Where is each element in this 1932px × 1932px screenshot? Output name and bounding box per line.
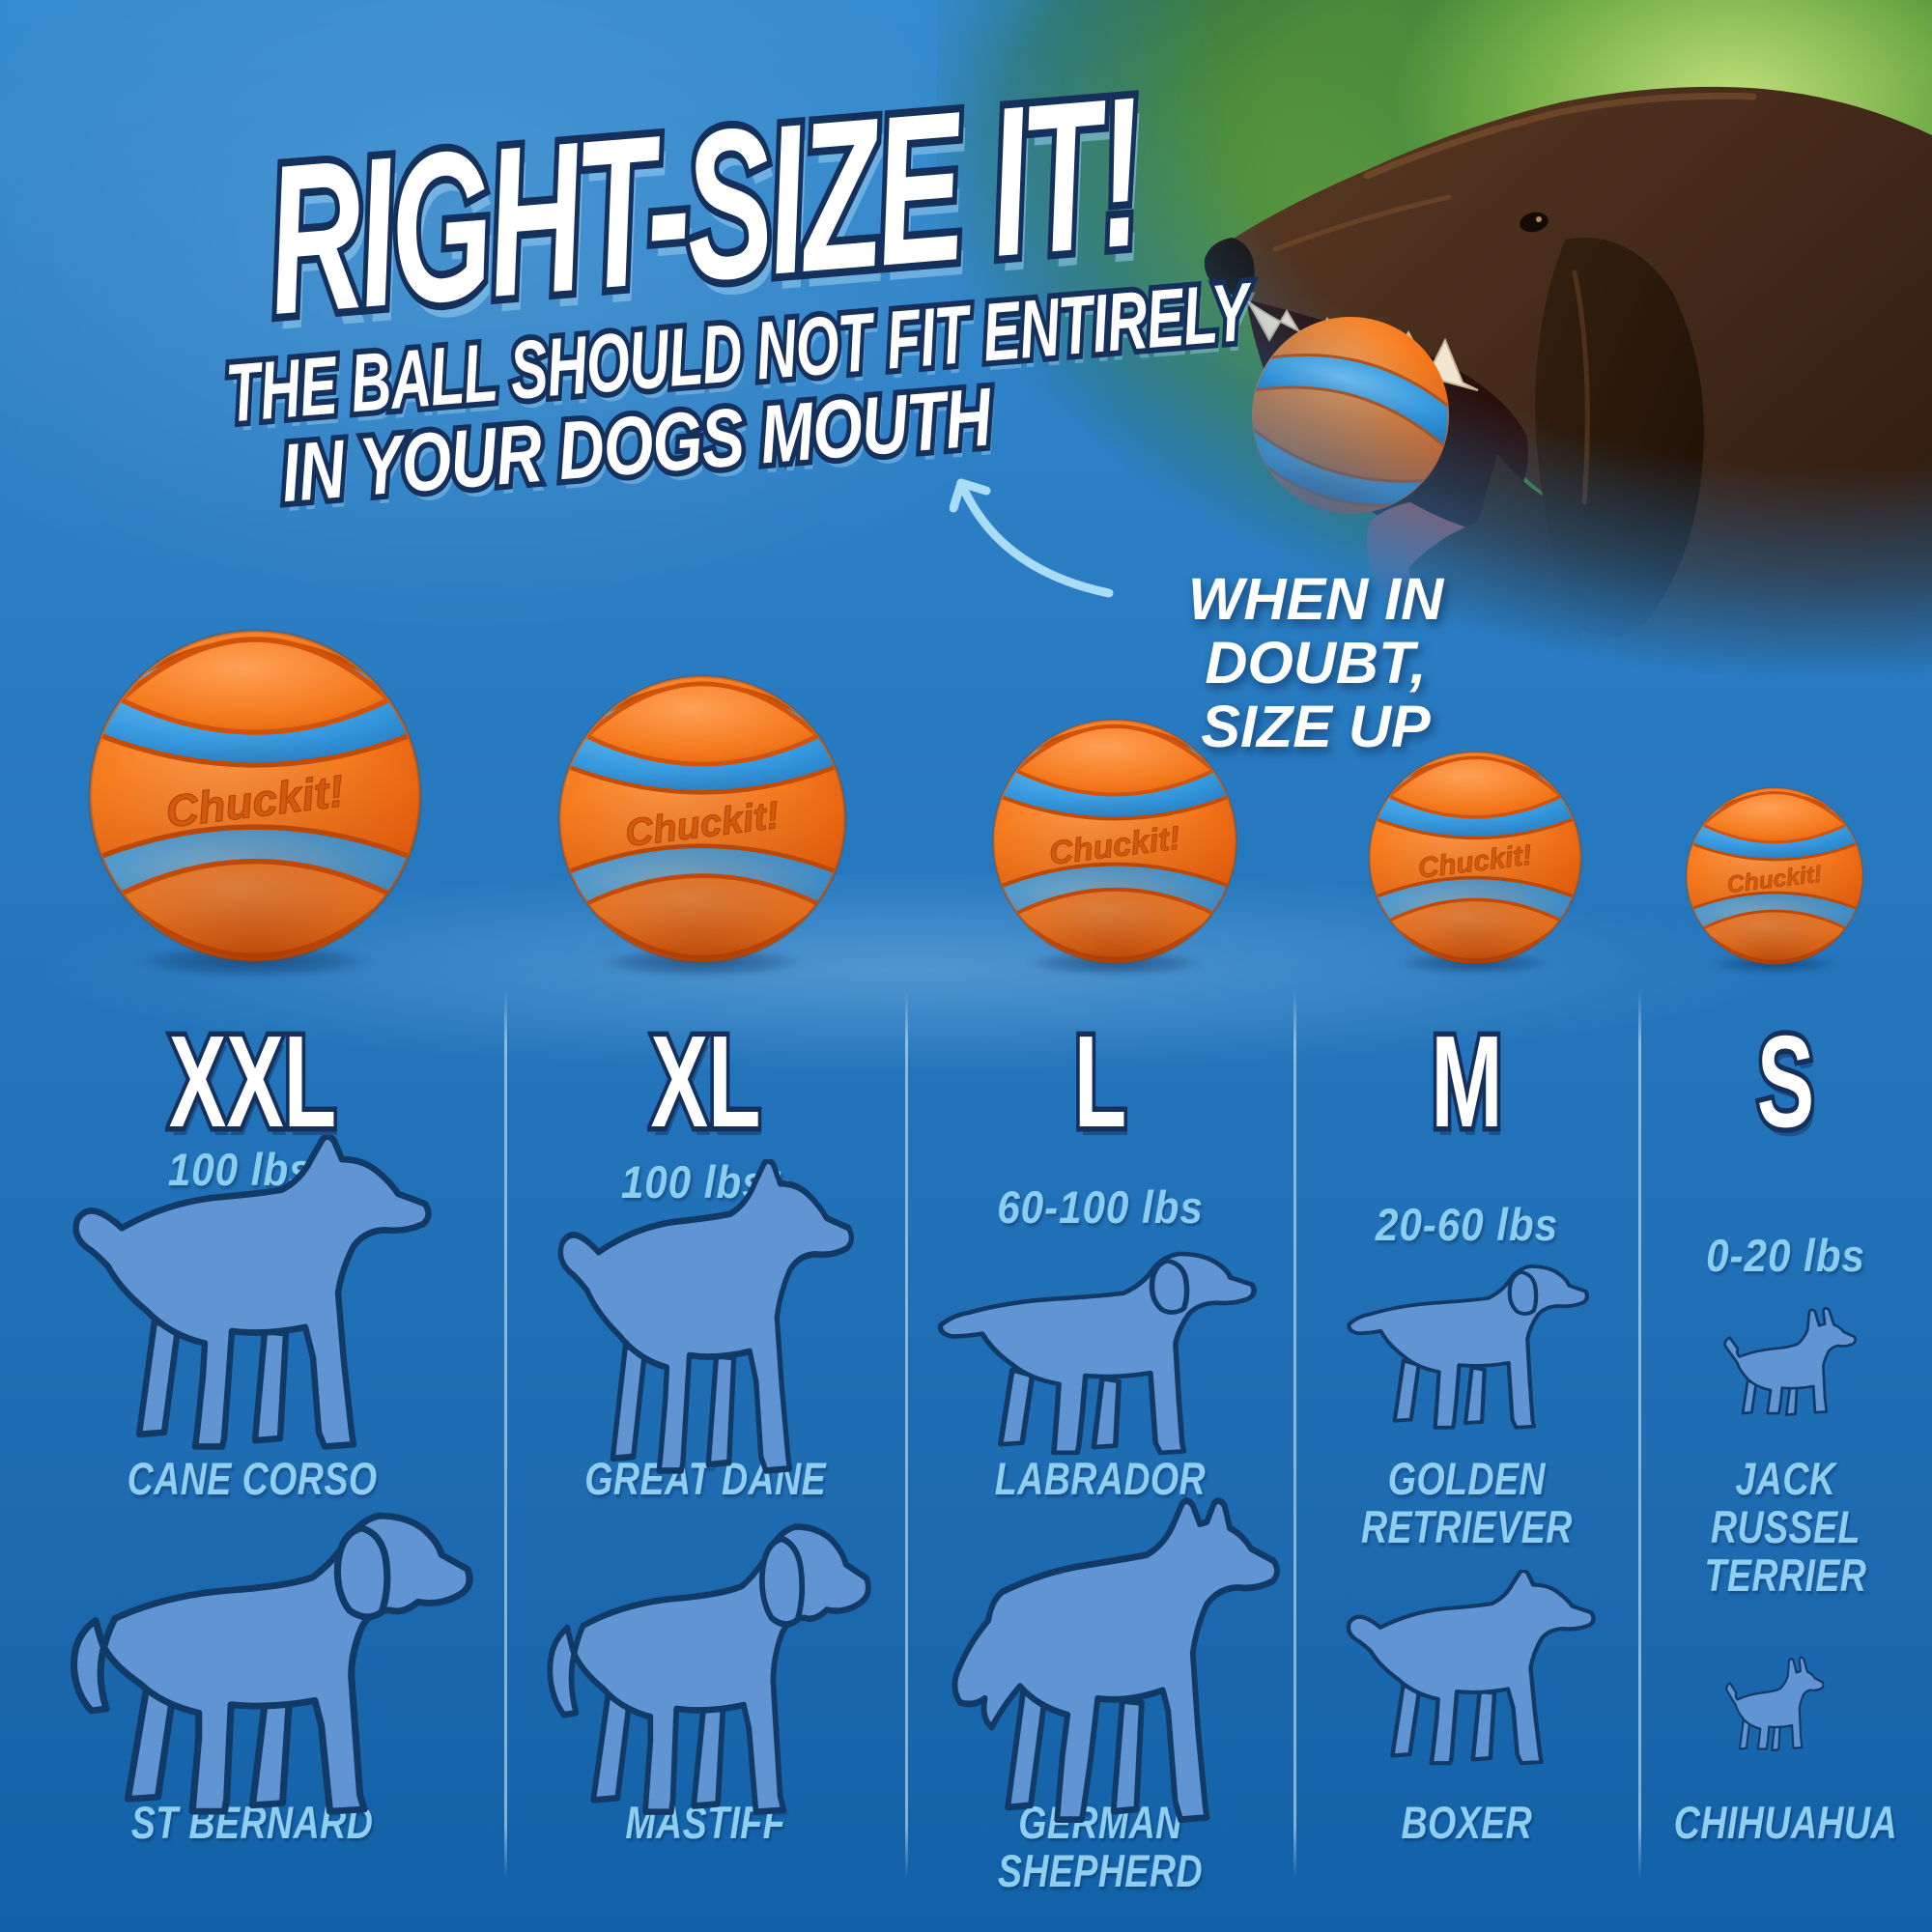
weight-range-m: 20-60 lbs bbox=[1375, 1199, 1559, 1250]
great-dane-silhouette bbox=[546, 1159, 865, 1483]
german-shepherd-silhouette bbox=[939, 1497, 1292, 1826]
callout-line1: WHEN IN DOUBT, bbox=[1187, 566, 1444, 696]
size-label-xxl: XXL XXL bbox=[165, 1009, 340, 1154]
breed-label-cane-corso: CANE CORSO bbox=[128, 1453, 378, 1504]
chuckit-ball-s: Chuckit! bbox=[1683, 784, 1866, 968]
callout-line2: SIZE UP bbox=[1201, 693, 1431, 759]
weight-range-s: 0-20 lbs bbox=[1706, 1230, 1865, 1281]
breed-label-boxer: BOXER bbox=[1401, 1797, 1533, 1848]
ball-in-mouth bbox=[1240, 317, 1460, 514]
column-divider bbox=[1293, 990, 1296, 1879]
size-column-m: M M 20-60 lbs GOLDEN RETRIEVER BOXER bbox=[1294, 0, 1639, 1932]
mastiff-silhouette bbox=[529, 1509, 875, 1826]
dog-photo bbox=[937, 0, 1932, 705]
jack-russel-terrier-silhouette bbox=[1705, 1304, 1869, 1432]
column-divider bbox=[1638, 990, 1641, 1879]
breed-label-jack-russel-terrier: JACK RUSSEL TERRIER bbox=[1704, 1453, 1867, 1601]
column-divider bbox=[905, 990, 908, 1879]
weight-range-l: 60-100 lbs bbox=[997, 1181, 1204, 1233]
golden-retriever-silhouette bbox=[1343, 1254, 1596, 1435]
size-label-m: M M bbox=[1428, 1009, 1506, 1154]
chuckit-ball-xxl: Chuckit! bbox=[83, 624, 427, 968]
column-divider bbox=[504, 990, 507, 1879]
dog-photo-art bbox=[1204, 86, 1932, 705]
chuckit-ball-m: Chuckit! bbox=[1365, 748, 1585, 968]
size-column-s: S S 0-20 lbs JACK RUSSEL TERRIER CHIHUAH… bbox=[1639, 0, 1932, 1932]
size-label-xl: XL XL bbox=[647, 1009, 764, 1154]
size-label-s: S S bbox=[1753, 1009, 1818, 1154]
chuckit-ball-xl: Chuckit! bbox=[554, 670, 851, 968]
labrador-silhouette bbox=[932, 1238, 1265, 1463]
chuckit-ball-l: Chuckit! bbox=[988, 715, 1241, 968]
size-column-xl: XL XL 100 lbs+ GREAT DANE MASTIFF bbox=[505, 0, 906, 1932]
breed-label-chihuahua: CHIHUAHUA bbox=[1673, 1797, 1898, 1848]
chihuahua-silhouette bbox=[1712, 1654, 1833, 1765]
boxer-silhouette bbox=[1336, 1570, 1605, 1771]
breed-label-golden-retriever: GOLDEN RETRIEVER bbox=[1361, 1453, 1573, 1552]
size-up-callout: WHEN IN DOUBT, SIZE UP bbox=[1074, 566, 1557, 759]
cane-corso-silhouette bbox=[58, 1135, 444, 1459]
curved-arrow-icon bbox=[950, 478, 1114, 598]
st-bernard-silhouette bbox=[48, 1497, 478, 1826]
breed-label-german-shepherd: GERMAN SHEPHERD bbox=[997, 1797, 1204, 1896]
breed-label-labrador: LABRADOR bbox=[994, 1453, 1207, 1504]
size-label-l: L L bbox=[1070, 1009, 1130, 1154]
size-column-l: L L 60-100 lbs LABRADOR GERMAN SHEPHERD bbox=[906, 0, 1294, 1932]
